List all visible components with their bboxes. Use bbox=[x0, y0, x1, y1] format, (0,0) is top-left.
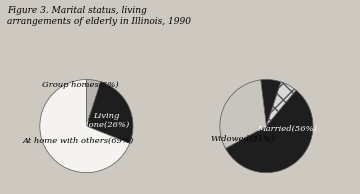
Text: Married(56%): Married(56%) bbox=[257, 124, 317, 133]
Text: Figure 3. Marital status, living
arrangements of elderly in Illinois, 1990: Figure 3. Marital status, living arrange… bbox=[7, 6, 191, 26]
Text: Never married(6%): Never married(6%) bbox=[0, 193, 1, 194]
Wedge shape bbox=[40, 80, 130, 173]
Wedge shape bbox=[86, 80, 101, 126]
Text: At home with others(69%): At home with others(69%) bbox=[22, 137, 134, 145]
Text: Group homes(5%): Group homes(5%) bbox=[42, 81, 119, 88]
Text: Separated/divorced(7%): Separated/divorced(7%) bbox=[0, 193, 1, 194]
Wedge shape bbox=[261, 80, 281, 126]
Wedge shape bbox=[266, 82, 296, 126]
Wedge shape bbox=[86, 82, 133, 143]
Text: Living
alone(26%): Living alone(26%) bbox=[82, 112, 130, 129]
Text: Widowed(31%): Widowed(31%) bbox=[210, 135, 274, 143]
Wedge shape bbox=[225, 90, 313, 173]
Wedge shape bbox=[220, 80, 266, 148]
